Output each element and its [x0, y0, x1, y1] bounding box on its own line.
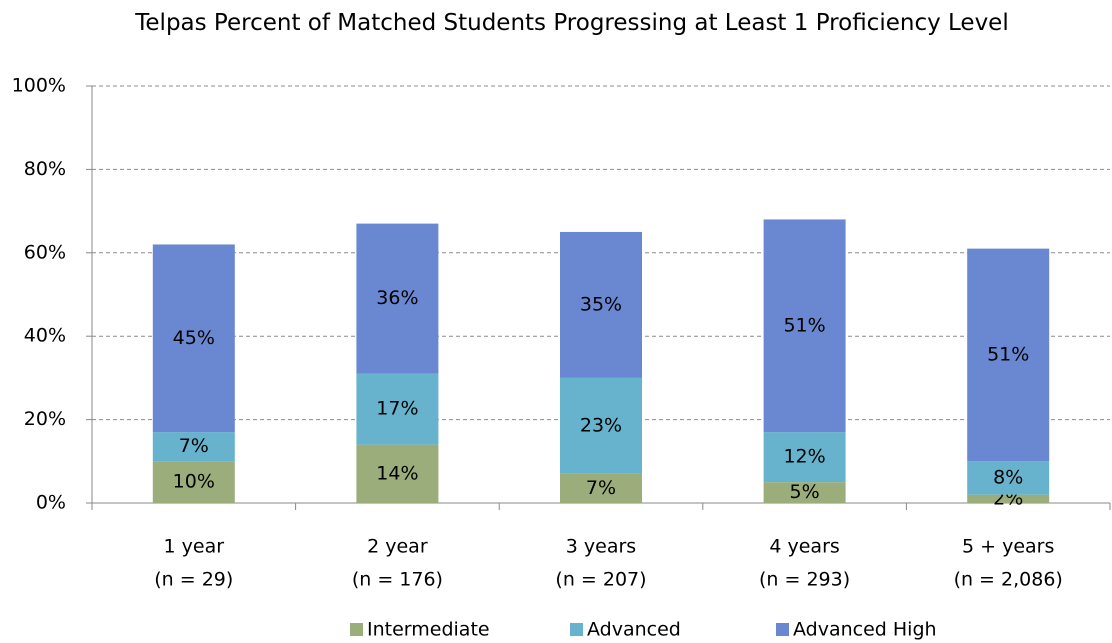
data-label: 7%: [179, 435, 209, 457]
bar-segment: [152, 244, 235, 433]
bar-segment: [152, 432, 235, 462]
legend-label: Advanced: [587, 619, 681, 641]
bar-segment: [967, 461, 1050, 495]
data-label: 51%: [783, 314, 825, 336]
x-tick-label: 5 + years: [962, 536, 1054, 558]
y-tick-label: 80%: [24, 158, 66, 180]
bar-segment: [356, 373, 439, 445]
data-label: 5%: [790, 481, 820, 503]
bar-segment: [560, 473, 642, 503]
data-label: 36%: [376, 287, 418, 309]
bar-segment: [560, 377, 642, 474]
x-tick-label: 3 years: [566, 536, 636, 558]
legend-label: Intermediate: [367, 619, 490, 641]
y-tick-label: 0%: [36, 492, 66, 514]
x-tick-label: (n = 293): [759, 569, 850, 591]
y-tick-label: 60%: [24, 241, 66, 263]
x-tick-label: (n = 207): [555, 569, 646, 591]
y-tick-label: 20%: [24, 408, 66, 430]
data-label: 8%: [993, 466, 1023, 488]
data-label: 17%: [376, 398, 418, 420]
data-label: 35%: [580, 293, 622, 315]
bar-segment: [560, 231, 642, 378]
data-label: 12%: [783, 446, 825, 468]
bar-segment: [763, 482, 846, 503]
bar-segment: [763, 219, 846, 433]
bar-segment: [356, 223, 439, 374]
chart-title: Telpas Percent of Matched Students Progr…: [135, 10, 1009, 36]
legend-swatch: [350, 623, 363, 636]
data-label: 51%: [987, 343, 1029, 365]
bar-segment: [152, 461, 235, 503]
x-tick-label: (n = 2,086): [954, 569, 1063, 591]
bar-segment: [763, 432, 846, 483]
y-tick-label: 40%: [24, 325, 66, 347]
legend-swatch: [776, 623, 789, 636]
x-tick-label: 4 years: [769, 536, 839, 558]
x-tick-label: (n = 176): [352, 569, 443, 591]
data-label: 45%: [173, 327, 215, 349]
legend-swatch: [570, 623, 583, 636]
x-tick-label: 1 year: [164, 536, 225, 558]
bar-segment: [967, 494, 1050, 503]
data-label: 7%: [586, 477, 616, 499]
legend-label: Advanced High: [793, 619, 937, 641]
data-label: 23%: [580, 414, 622, 436]
x-tick-label: (n = 29): [154, 569, 233, 591]
bar-segment: [356, 444, 439, 503]
x-tick-label: 2 year: [367, 536, 428, 558]
data-label: 10%: [173, 471, 215, 493]
bar-segment: [967, 248, 1050, 462]
data-label: 14%: [376, 462, 418, 484]
y-tick-label: 100%: [12, 75, 66, 97]
